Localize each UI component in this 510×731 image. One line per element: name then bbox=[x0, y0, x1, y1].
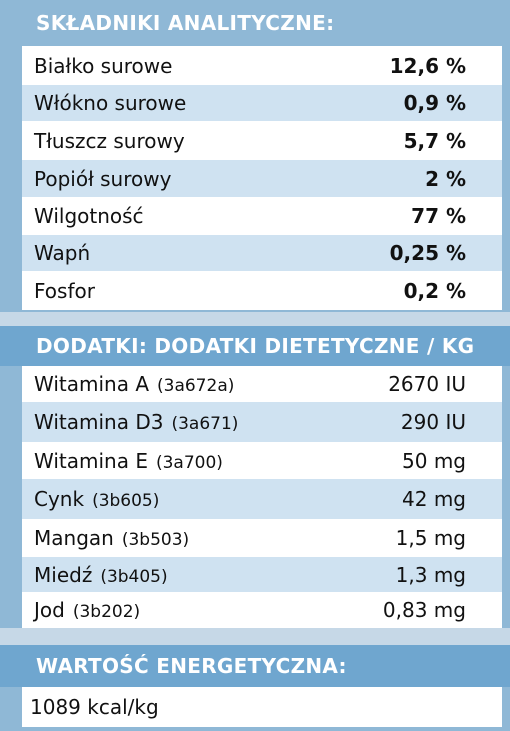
table-row: Popiół surowy 2 % bbox=[22, 160, 502, 197]
row-code: (3b405) bbox=[100, 566, 168, 587]
additives-title: DODATKI: DODATKI DIETETYCZNE / KG bbox=[36, 334, 475, 358]
table-row: Włókno surowe 0,9 % bbox=[22, 85, 502, 121]
table-row: Wapń 0,25 % bbox=[22, 235, 502, 271]
analytical-header: SKŁADNIKI ANALITYCZNE: bbox=[0, 0, 510, 46]
row-code: (3b503) bbox=[121, 530, 190, 550]
table-row: Fosfor 0,2 % bbox=[22, 271, 502, 310]
row-label: Fosfor bbox=[34, 278, 95, 303]
row-label: Jod (3b202) bbox=[34, 598, 141, 622]
row-label: Wapń bbox=[34, 241, 91, 265]
energy-value: 1089 kcal/kg bbox=[30, 695, 159, 719]
table-row: Jod (3b202) 0,83 mg bbox=[22, 592, 502, 628]
row-code: (3a700) bbox=[155, 452, 223, 473]
row-label: Wilgotność bbox=[34, 204, 144, 228]
row-label: Włókno surowe bbox=[34, 91, 187, 115]
table-row: Witamina A (3a672a) 2670 IU bbox=[22, 366, 502, 402]
row-label: Tłuszcz surowy bbox=[34, 128, 185, 153]
row-value: 0,83 mg bbox=[382, 598, 466, 622]
row-value: 2 % bbox=[425, 166, 466, 191]
row-label: Cynk (3b605) bbox=[34, 487, 160, 511]
table-row: Wilgotność 77 % bbox=[22, 197, 502, 235]
row-value: 1,5 mg bbox=[395, 526, 466, 550]
table-row: Witamina D3 (3a671) 290 IU bbox=[22, 402, 502, 442]
energy-header: WARTOŚĆ ENERGETYCZNA: bbox=[0, 645, 510, 687]
row-label: Popiół surowy bbox=[34, 166, 172, 191]
energy-title: WARTOŚĆ ENERGETYCZNA: bbox=[36, 654, 347, 678]
divider bbox=[0, 628, 510, 645]
table-row: Tłuszcz surowy 5,7 % bbox=[22, 121, 502, 160]
additives-header: DODATKI: DODATKI DIETETYCZNE / KG bbox=[0, 326, 510, 366]
table-row: Białko surowe 12,6 % bbox=[22, 46, 502, 85]
table-row: Mangan (3b503) 1,5 mg bbox=[22, 519, 502, 557]
row-code: (3b605) bbox=[92, 491, 160, 511]
row-value: 0,25 % bbox=[389, 241, 466, 265]
row-label: Witamina E (3a700) bbox=[34, 448, 223, 473]
row-code: (3a671) bbox=[171, 414, 239, 434]
table-row: Cynk (3b605) 42 mg bbox=[22, 479, 502, 519]
row-label: Witamina D3 (3a671) bbox=[34, 410, 239, 434]
row-value: 12,6 % bbox=[389, 53, 466, 78]
divider bbox=[0, 312, 510, 326]
row-value: 77 % bbox=[411, 204, 466, 228]
analytical-title: SKŁADNIKI ANALITYCZNE: bbox=[36, 11, 335, 35]
table-row: Miedź (3b405) 1,3 mg bbox=[22, 557, 502, 592]
energy-row: 1089 kcal/kg bbox=[22, 687, 502, 727]
row-code: (3b202) bbox=[72, 602, 141, 622]
row-value: 1,3 mg bbox=[395, 562, 466, 587]
row-label: Witamina A (3a672a) bbox=[34, 372, 235, 396]
table-row: Witamina E (3a700) 50 mg bbox=[22, 442, 502, 479]
row-code: (3a672a) bbox=[157, 376, 235, 396]
row-value: 0,9 % bbox=[403, 91, 466, 115]
row-label: Białko surowe bbox=[34, 53, 173, 78]
row-value: 290 IU bbox=[400, 410, 466, 434]
row-value: 50 mg bbox=[402, 448, 466, 473]
row-value: 2670 IU bbox=[388, 372, 466, 396]
row-value: 0,2 % bbox=[403, 278, 466, 303]
row-label: Mangan (3b503) bbox=[34, 526, 190, 550]
row-label: Miedź (3b405) bbox=[34, 562, 168, 587]
row-value: 42 mg bbox=[402, 487, 466, 511]
row-value: 5,7 % bbox=[403, 128, 466, 153]
